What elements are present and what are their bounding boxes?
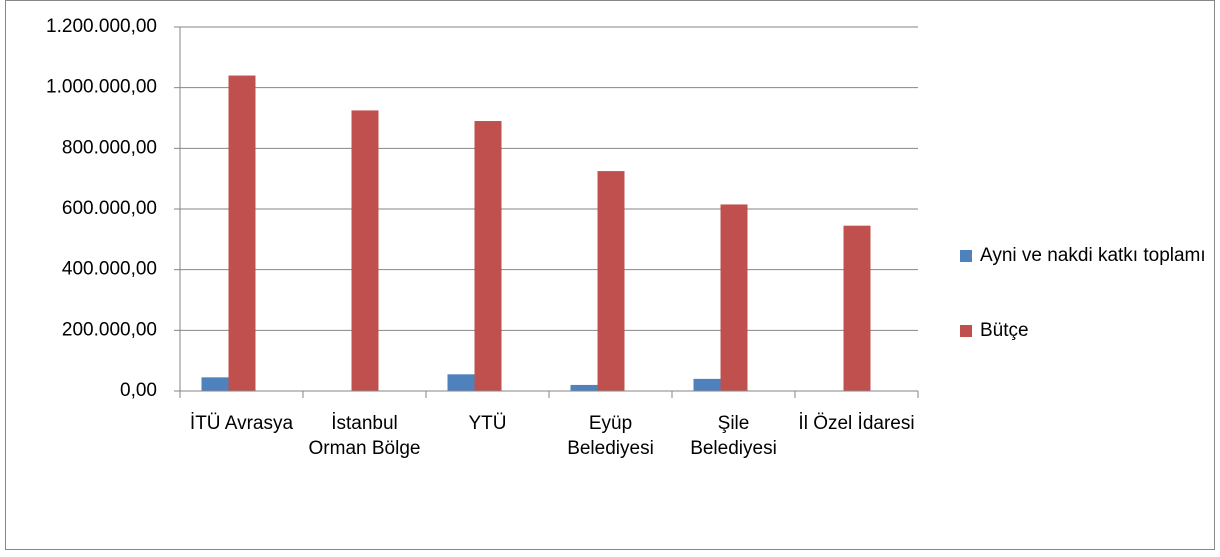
x-tick-label: İstanbul Orman Bölge xyxy=(308,413,421,459)
x-tick-label: İTÜ Avrasya xyxy=(189,413,294,434)
y-tick-label: 1.000.000,00 xyxy=(46,77,157,98)
bar xyxy=(570,384,598,391)
y-tick-label: 0,00 xyxy=(120,380,157,401)
x-tick-label: Şile Belediyesi xyxy=(690,413,777,459)
legend-swatch xyxy=(960,250,972,262)
legend-label: Ayni ve nakdi katkı toplamı xyxy=(980,245,1206,266)
bar xyxy=(351,110,379,392)
bar xyxy=(843,225,871,391)
y-tick-label: 1.200.000,00 xyxy=(46,16,157,37)
bar xyxy=(447,374,475,391)
bar xyxy=(228,75,256,392)
y-tick-label: 200.000,00 xyxy=(62,319,157,340)
y-tick-label: 400.000,00 xyxy=(62,259,157,280)
bar xyxy=(201,377,229,391)
x-tick-label: YTÜ xyxy=(468,413,507,434)
legend-swatch xyxy=(960,325,972,337)
y-tick-label: 600.000,00 xyxy=(62,198,157,219)
bar xyxy=(720,204,748,391)
legend-label: Bütçe xyxy=(980,320,1029,341)
x-tick-label: Eyüp Belediyesi xyxy=(567,413,654,459)
bar xyxy=(474,121,502,392)
x-tick-label: İl Özel İdaresi xyxy=(798,413,915,434)
bar xyxy=(597,171,625,391)
y-tick-label: 800.000,00 xyxy=(62,137,157,158)
bar xyxy=(693,378,721,391)
